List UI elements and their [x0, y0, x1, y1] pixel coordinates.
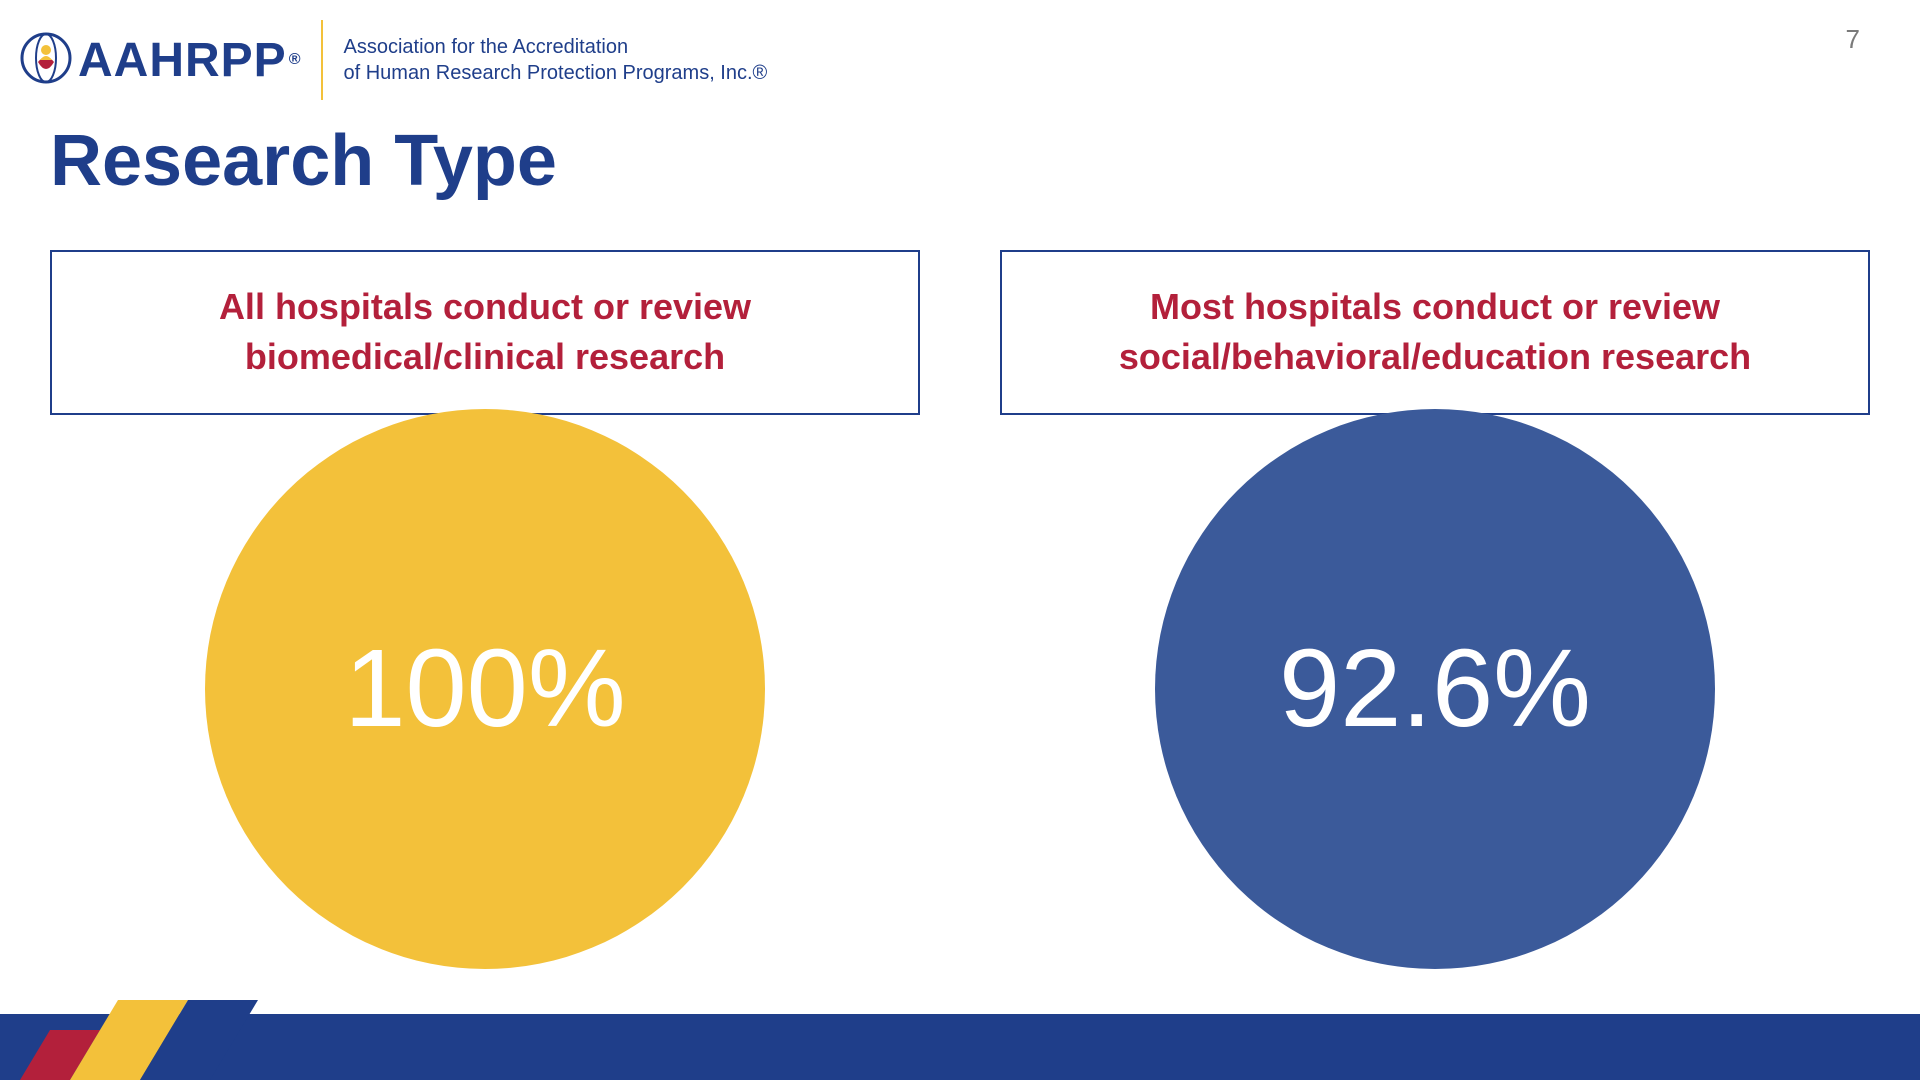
- logo-globe-icon: [20, 32, 72, 89]
- footer-chevrons-icon: [20, 1000, 280, 1080]
- slide: AAHRPP® Association for the Accreditatio…: [0, 0, 1920, 1080]
- footer: [0, 1000, 1920, 1080]
- panel-social: Most hospitals conduct or review social/…: [1000, 250, 1870, 969]
- logo-divider: [321, 20, 323, 100]
- logo-acronym: AAHRPP: [78, 33, 287, 88]
- logo-block: AAHRPP® Association for the Accreditatio…: [20, 20, 767, 100]
- logo-registered: ®: [289, 51, 302, 69]
- header: AAHRPP® Association for the Accreditatio…: [20, 20, 1900, 100]
- stat-circle: 92.6%: [1155, 409, 1715, 969]
- panel-biomedical: All hospitals conduct or review biomedic…: [50, 250, 920, 969]
- panels: All hospitals conduct or review biomedic…: [50, 250, 1870, 969]
- stat-value: 92.6%: [1279, 625, 1591, 752]
- footer-bar: [0, 1014, 1920, 1080]
- stat-value: 100%: [344, 625, 625, 752]
- org-name: Association for the Accreditation of Hum…: [343, 34, 767, 86]
- page-title: Research Type: [50, 120, 557, 202]
- circle-wrap: 92.6%: [1155, 409, 1715, 969]
- org-line-2: of Human Research Protection Programs, I…: [343, 60, 767, 86]
- panel-label: All hospitals conduct or review biomedic…: [50, 250, 920, 415]
- circle-wrap: 100%: [205, 409, 765, 969]
- org-line-1: Association for the Accreditation: [343, 34, 767, 60]
- page-number: 7: [1846, 24, 1860, 55]
- stat-circle: 100%: [205, 409, 765, 969]
- panel-label: Most hospitals conduct or review social/…: [1000, 250, 1870, 415]
- logo-text: AAHRPP®: [78, 33, 301, 88]
